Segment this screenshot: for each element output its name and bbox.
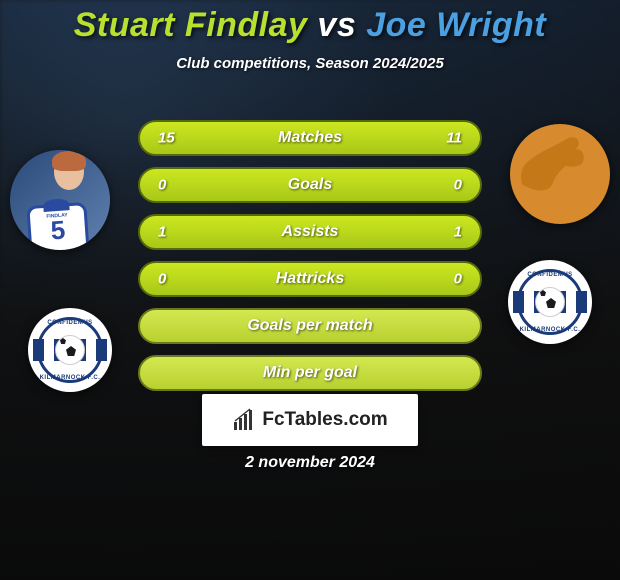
- title-player1: Stuart Findlay: [74, 6, 308, 44]
- crest-top-text: CONFIDEMUS: [527, 272, 572, 278]
- jersey-name: FINDLAY: [46, 212, 68, 219]
- player1-jersey-icon: FINDLAY 5: [26, 202, 89, 250]
- watermark-text: FcTables.com: [262, 409, 387, 431]
- stat-row-assists: 1 Assists 1: [138, 214, 482, 250]
- crest-top-text: CONFIDEMUS: [47, 320, 92, 326]
- title-player2: Joe Wright: [366, 6, 546, 44]
- stat-label: Goals per match: [247, 317, 372, 335]
- stat-row-matches: 15 Matches 11: [138, 120, 482, 156]
- crest-bottom-text: KILMARNOCK F.C.: [40, 375, 101, 381]
- stat-label: Hattricks: [276, 270, 344, 288]
- watermark-badge: FcTables.com: [202, 394, 418, 446]
- player2-club-crest: CONFIDEMUS KILMARNOCK F.C.: [508, 260, 592, 344]
- stat-left-value: 0: [158, 177, 166, 194]
- player1-avatar: FINDLAY 5: [10, 150, 110, 250]
- stat-row-min-per-goal: Min per goal: [138, 355, 482, 391]
- bar-chart-icon: [232, 408, 256, 432]
- stat-left-value: 0: [158, 271, 166, 288]
- ball-icon: [535, 287, 565, 317]
- player2-avatar: [510, 124, 610, 224]
- crest-bottom-text: KILMARNOCK F.C.: [520, 327, 581, 333]
- stat-row-hattricks: 0 Hattricks 0: [138, 261, 482, 297]
- stat-label: Min per goal: [263, 364, 357, 382]
- subtitle: Club competitions, Season 2024/2025: [0, 55, 620, 72]
- stats-table: 15 Matches 11 0 Goals 0 1 Assists 1 0 Ha…: [138, 120, 482, 402]
- ball-icon: [55, 335, 85, 365]
- stat-right-value: 1: [454, 224, 462, 241]
- stat-row-goals-per-match: Goals per match: [138, 308, 482, 344]
- player1-club-crest: CONFIDEMUS KILMARNOCK F.C.: [28, 308, 112, 392]
- stat-label: Matches: [278, 129, 342, 147]
- stat-row-goals: 0 Goals 0: [138, 167, 482, 203]
- title-vs: vs: [317, 6, 356, 44]
- stat-label: Assists: [282, 223, 339, 241]
- page-title: Stuart Findlay vs Joe Wright: [0, 0, 620, 45]
- puma-icon: [510, 124, 590, 204]
- date-label: 2 november 2024: [245, 454, 375, 472]
- stat-right-value: 11: [446, 130, 462, 147]
- stat-right-value: 0: [454, 177, 462, 194]
- stat-right-value: 0: [454, 271, 462, 288]
- stat-left-value: 1: [158, 224, 166, 241]
- stat-left-value: 15: [158, 130, 175, 147]
- player1-head-icon: [54, 154, 84, 190]
- stat-label: Goals: [288, 176, 332, 194]
